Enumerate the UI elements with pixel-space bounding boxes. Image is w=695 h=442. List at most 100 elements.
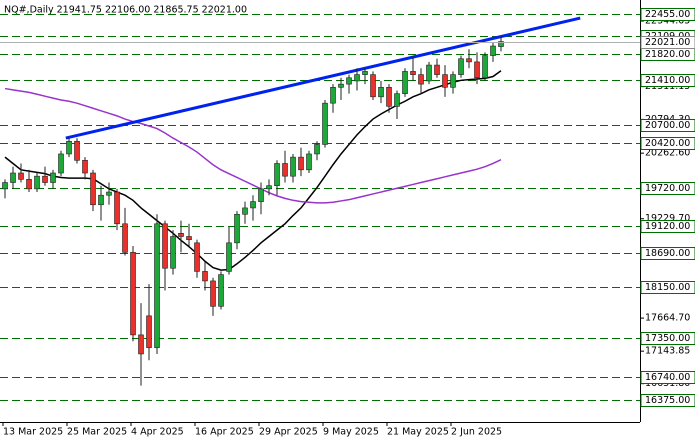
candle-body [346, 77, 352, 85]
candle-body [250, 201, 256, 209]
level-label-box [640, 119, 695, 132]
level-label-box [640, 332, 695, 345]
x-tick-label: 29 Apr 2025 [259, 427, 318, 438]
candle-body [234, 213, 240, 244]
chart-title: NQ#,Daily 21941.75 22106.00 21865.75 220… [4, 5, 247, 16]
candle-body [202, 271, 208, 282]
candle-body [114, 191, 120, 225]
candle-body [330, 86, 336, 104]
candle-body [266, 185, 272, 190]
candle-body [2, 182, 8, 190]
candle-body [98, 194, 104, 206]
level-label-box [640, 137, 695, 150]
candle-body [154, 223, 160, 348]
candle-body [186, 236, 192, 240]
x-tick-label: 2 Jun 2025 [451, 427, 502, 438]
x-tick-label: 4 Apr 2025 [131, 427, 184, 438]
candle-body [378, 86, 384, 98]
level-label-box [640, 247, 695, 260]
candle-body [410, 71, 416, 75]
level-label-box [640, 281, 695, 294]
moving-average [4, 70, 502, 271]
candle-body [314, 144, 320, 155]
x-tick-label: 9 May 2025 [323, 427, 379, 438]
level-label-box [640, 182, 695, 195]
level-label: 20420.00 [645, 138, 690, 149]
level-label: 22455.00 [645, 9, 690, 20]
level-label-box [640, 371, 695, 384]
candle-body [210, 280, 216, 307]
y-tick-label: 20262.60 [645, 148, 690, 159]
candle-body [386, 86, 392, 107]
candle-body [306, 153, 312, 171]
level-label: 18150.00 [645, 282, 690, 293]
candle-body [322, 102, 328, 145]
trendline [65, 16, 581, 140]
candle-body [370, 74, 376, 98]
candle-body [426, 64, 432, 82]
x-tick-label: 25 Mar 2025 [67, 427, 127, 438]
level-label: 16740.00 [645, 372, 690, 383]
moving-average [4, 87, 502, 204]
candle-body [298, 156, 304, 171]
level-label: 18690.00 [645, 248, 690, 259]
candle-body [458, 58, 464, 75]
candle-body [434, 64, 440, 75]
candle-body [18, 172, 24, 180]
level-label-box [640, 8, 695, 21]
candle-body [138, 334, 144, 355]
level-label: 21410.00 [645, 75, 690, 86]
candle-body [338, 83, 344, 88]
candle-body [90, 172, 96, 206]
candle-body [218, 274, 224, 307]
candle-body [170, 236, 176, 269]
candle-body [418, 74, 424, 85]
candle-body [122, 223, 128, 253]
level-label: 21820.00 [645, 49, 690, 60]
x-tick-label: 21 May 2025 [387, 427, 449, 438]
last-price-label: 22021.00 [645, 37, 690, 48]
level-label-box [640, 74, 695, 87]
candle-body [226, 242, 232, 272]
candle-body [394, 93, 400, 107]
candle-body [242, 207, 248, 215]
candle-body [362, 71, 368, 75]
level-label: 19120.00 [645, 221, 690, 232]
y-tick-label: 17664.70 [645, 313, 690, 324]
candle-body [258, 188, 264, 202]
candle-body [82, 160, 88, 174]
candle-body [106, 191, 112, 196]
candle-body [442, 74, 448, 88]
candle-body [474, 61, 480, 79]
candle-body [58, 153, 64, 174]
candle-body [498, 41, 504, 47]
level-label: 17350.00 [645, 333, 690, 344]
candle-body [450, 74, 456, 88]
candle-body [130, 252, 136, 336]
candle-body [50, 172, 56, 183]
level-label: 19720.00 [645, 183, 690, 194]
candle-body [402, 71, 408, 94]
candle-body [466, 58, 472, 63]
candle-body [354, 74, 360, 82]
candle-body [10, 172, 16, 183]
level-label-box [640, 394, 695, 407]
level-label: 16375.00 [645, 395, 690, 406]
candle-body [162, 223, 168, 269]
candle-body [274, 163, 280, 187]
candle-body [178, 233, 184, 237]
last-price-box [640, 36, 695, 49]
x-tick-label: 16 Apr 2025 [195, 427, 254, 438]
candle-body [34, 175, 40, 190]
level-label: 20700.00 [645, 120, 690, 131]
candle-body [146, 315, 152, 348]
candle-body [74, 140, 80, 161]
candle-body [42, 175, 48, 183]
candle-body [282, 163, 288, 177]
level-label-box [640, 220, 695, 233]
candle-body [26, 179, 32, 190]
candle-body [194, 242, 200, 272]
y-tick-label: 17143.85 [645, 346, 690, 357]
